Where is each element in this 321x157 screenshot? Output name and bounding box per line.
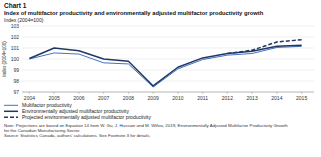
x-tick-label: 2011 (197, 95, 208, 101)
y-tick-label: 99 (13, 67, 19, 73)
x-tick-label: 2013 (247, 95, 258, 101)
x-tick-label: 2004 (24, 95, 35, 101)
legend-swatch (4, 111, 18, 113)
grid-line (22, 37, 314, 38)
legend-swatch (4, 117, 18, 119)
series-line (29, 46, 301, 87)
grid-line (22, 26, 314, 27)
grid-line (22, 92, 314, 93)
subtitle: Index of multifactor productivity and en… (4, 10, 264, 16)
x-tick-label: 2010 (172, 95, 183, 101)
y-tick-label: 101 (11, 45, 20, 51)
y-tick-label: 102 (11, 34, 20, 40)
note-line: Source: Statistics Canada, authors' calc… (4, 133, 151, 138)
x-tick-label: 2008 (123, 95, 134, 101)
plot-lines (29, 40, 301, 87)
chart: Chart 1Index of multifactor productivity… (0, 0, 321, 157)
x-tick-label: 2015 (296, 95, 307, 101)
y-tick-label: 98 (13, 78, 19, 84)
legend: Multifactor productivityEnvironmentally … (4, 102, 151, 120)
x-tick-label: 2007 (98, 95, 109, 101)
series-line (227, 40, 301, 54)
x-tick-label: 2006 (73, 95, 84, 101)
legend-swatch (4, 105, 18, 106)
y-label: Index (2004=100) (2, 41, 7, 77)
x-tick-label: 2014 (271, 95, 282, 101)
y-tick-label: 97 (13, 89, 19, 95)
series-line (29, 45, 301, 86)
x-tick-label: 2012 (222, 95, 233, 101)
x-tick-label: 2005 (49, 95, 60, 101)
grid-line (22, 81, 314, 82)
y-tick-label: 100 (11, 56, 20, 62)
grid (22, 26, 314, 92)
x-tick-label: 2009 (148, 95, 159, 101)
background (0, 0, 321, 157)
legend-label: Projected environmentally adjusted multi… (22, 114, 151, 120)
y-tick-label: 103 (11, 23, 20, 29)
grid-line (22, 70, 314, 71)
grid-line (22, 59, 314, 60)
note: Note: Projections are based on Equation … (4, 123, 288, 138)
title: Chart 1 (4, 2, 27, 9)
x-axis (22, 92, 314, 93)
